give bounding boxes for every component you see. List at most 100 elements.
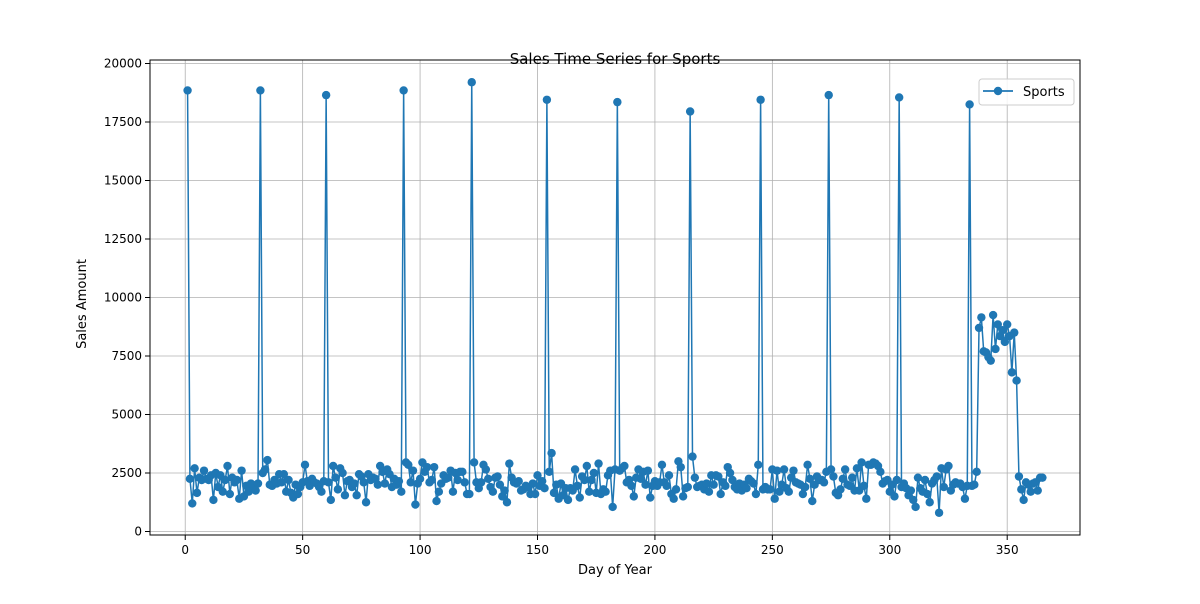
data-point [326, 495, 336, 505]
data-point [293, 489, 303, 499]
data-point [911, 502, 920, 512]
data-point [608, 502, 617, 512]
data-point [458, 467, 467, 477]
data-point [801, 482, 810, 492]
data-point [986, 356, 995, 365]
data-point [333, 485, 343, 494]
data-point [328, 461, 338, 471]
data-point [317, 487, 326, 496]
data-point [545, 467, 554, 477]
x-tick-label: 0 [181, 543, 189, 557]
data-point [676, 462, 685, 472]
y-tick-label: 15000 [104, 174, 142, 188]
data-point [826, 465, 836, 474]
data-point [277, 478, 286, 487]
data-point [704, 487, 714, 496]
data-point [974, 323, 984, 333]
data-point [690, 473, 700, 482]
data-point [192, 488, 202, 498]
data-point [434, 487, 444, 496]
data-point [728, 475, 737, 485]
data-point [960, 494, 970, 503]
x-tick-label: 50 [295, 543, 310, 557]
data-point [716, 489, 725, 499]
data-point [685, 107, 695, 116]
data-point [594, 459, 603, 468]
data-point [772, 466, 782, 475]
data-point [453, 475, 462, 485]
data-point [528, 479, 537, 488]
series-sports [183, 78, 1047, 517]
x-tick-label: 350 [996, 543, 1019, 557]
data-point [352, 491, 361, 500]
data-point [803, 460, 812, 469]
data-point [613, 97, 622, 107]
data-point [1012, 376, 1021, 385]
data-point [397, 487, 406, 496]
data-point [488, 487, 498, 496]
data-point [923, 489, 932, 499]
data-point [840, 465, 850, 474]
data-point [584, 487, 594, 496]
x-tick-label: 200 [643, 543, 666, 557]
data-point [380, 479, 390, 488]
data-point [859, 481, 869, 491]
data-point [321, 90, 331, 100]
data-point [683, 482, 692, 492]
data-point [530, 489, 540, 499]
data-point [657, 460, 667, 469]
data-point [751, 489, 761, 499]
data-point [862, 494, 871, 503]
data-point [361, 498, 371, 507]
data-point [819, 478, 829, 487]
y-tick-label: 12500 [104, 232, 142, 246]
data-point [373, 480, 382, 489]
data-point [977, 313, 986, 322]
data-point [779, 465, 789, 474]
data-point [223, 461, 232, 471]
data-point [892, 475, 902, 485]
data-point [580, 475, 589, 485]
data-point [582, 461, 592, 471]
data-point [627, 481, 636, 491]
data-point [894, 93, 904, 102]
data-point [965, 100, 974, 109]
data-point [789, 466, 798, 475]
data-point [432, 496, 441, 506]
data-point [838, 474, 847, 484]
data-point [481, 465, 491, 474]
x-axis-label: Day of Year [578, 563, 653, 578]
data-point [775, 487, 784, 496]
y-tick-label: 2500 [111, 466, 142, 480]
data-point [220, 475, 230, 485]
data-point [188, 499, 197, 508]
data-point [260, 465, 270, 474]
data-point [756, 95, 765, 104]
data-point [664, 471, 674, 480]
data-point [906, 486, 916, 495]
data-point [702, 479, 711, 488]
data-point [394, 476, 404, 486]
data-point [770, 494, 779, 503]
y-tick-label: 7500 [111, 349, 142, 363]
data-point [338, 468, 347, 478]
data-point [742, 484, 751, 493]
data-point [1007, 368, 1017, 377]
data-point [1026, 487, 1035, 496]
data-point [324, 478, 333, 487]
data-point [925, 498, 934, 507]
data-point [460, 478, 469, 487]
data-point [340, 491, 350, 500]
data-point [688, 452, 697, 461]
data-point [465, 489, 474, 499]
data-point [538, 476, 547, 486]
data-point [263, 455, 272, 465]
data-point [890, 492, 899, 501]
data-point [502, 498, 512, 507]
data-point [852, 464, 862, 473]
data-point [411, 500, 420, 509]
data-point [909, 495, 918, 505]
data-point [1000, 337, 1010, 347]
data-point [493, 472, 502, 481]
data-point [540, 484, 549, 493]
